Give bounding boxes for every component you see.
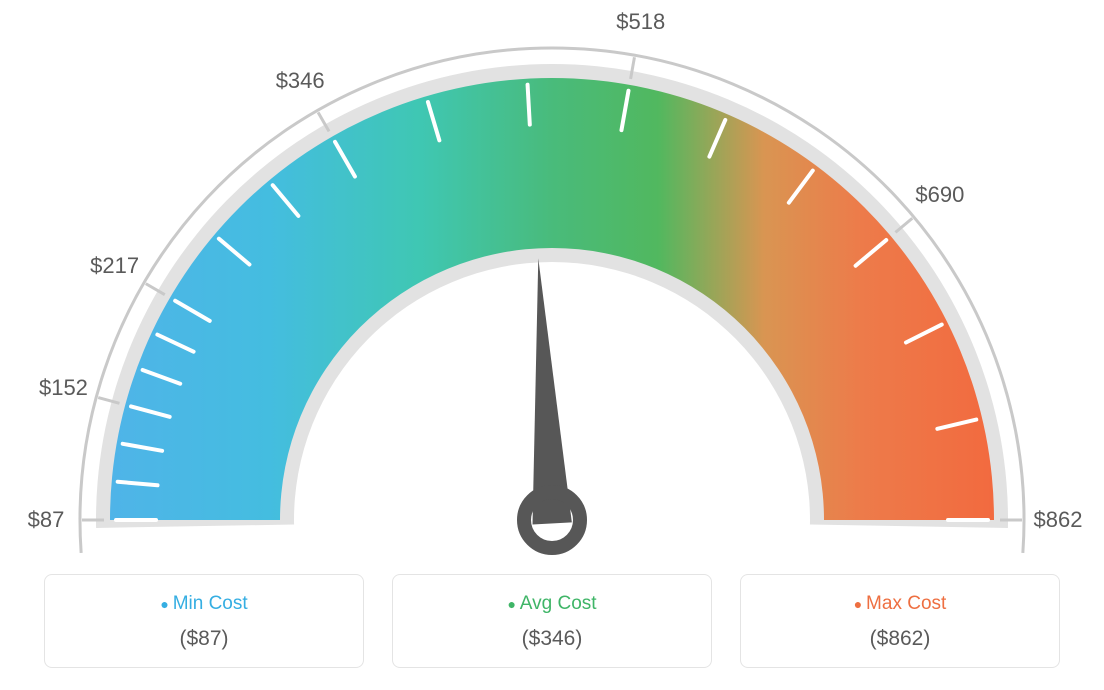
gauge-tick-label: $87: [28, 507, 65, 533]
gauge-tick-label: $152: [39, 375, 88, 401]
gauge-tick-label: $862: [1034, 507, 1083, 533]
legend-title-max: Max Cost: [751, 593, 1049, 615]
gauge-svg: [0, 0, 1104, 560]
legend-card-min: Min Cost ($87): [44, 574, 364, 668]
legend-title-min: Min Cost: [55, 593, 353, 615]
gauge-tick-label: $690: [915, 182, 964, 208]
gauge-tick-label: $346: [276, 68, 325, 94]
legend-value-min: ($87): [55, 627, 353, 651]
legend-title-avg: Avg Cost: [403, 593, 701, 615]
legend-row: Min Cost ($87) Avg Cost ($346) Max Cost …: [0, 574, 1104, 668]
gauge-area: $87 $152 $217 $346 $518 $690 $862: [0, 0, 1104, 560]
gauge-tick-label: $217: [90, 253, 139, 279]
gauge-chart-container: $87 $152 $217 $346 $518 $690 $862 Min Cost ($8…: [0, 0, 1104, 690]
legend-card-max: Max Cost ($862): [740, 574, 1060, 668]
legend-card-avg: Avg Cost ($346): [392, 574, 712, 668]
gauge-tick-label: $518: [616, 9, 665, 35]
legend-value-max: ($862): [751, 627, 1049, 651]
legend-value-avg: ($346): [403, 627, 701, 651]
